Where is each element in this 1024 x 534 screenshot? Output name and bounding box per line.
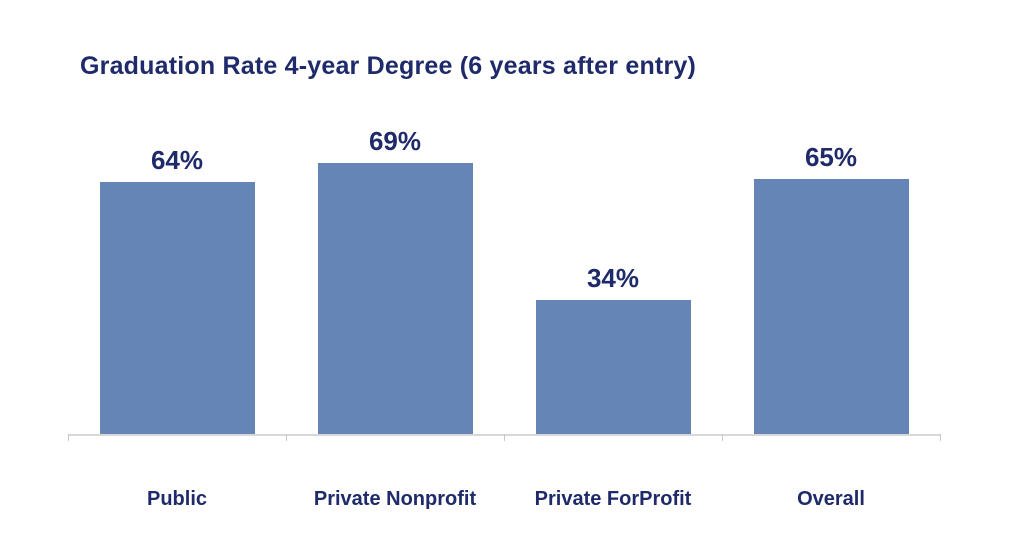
bar-slot: 69%	[286, 94, 504, 434]
x-axis-tick	[940, 434, 941, 441]
bar-overall	[753, 179, 909, 434]
x-axis-tick	[286, 434, 287, 441]
x-tick-label: Private Nonprofit	[313, 488, 477, 510]
x-axis-tick	[68, 434, 69, 441]
x-tick-label: Private ForProfit	[534, 488, 692, 510]
bar-slot: 65%	[722, 94, 940, 434]
chart-title: Graduation Rate 4-year Degree (6 years a…	[80, 52, 696, 80]
bar-slot: 64%	[68, 94, 286, 434]
category-labels: Public Private Nonprofit Private ForProfit…	[68, 487, 940, 511]
bar-public	[99, 182, 255, 434]
x-tick-label: Public	[146, 488, 207, 510]
bar-value-label: 34%	[586, 263, 640, 293]
bar-value-label: 65%	[804, 142, 858, 172]
x-axis-tick	[504, 434, 505, 441]
bars: 64% 69% 34% 65%	[68, 94, 940, 434]
bar-value-label: 64%	[150, 145, 204, 175]
bar-private-nonprofit	[317, 163, 473, 434]
bar-slot: 34%	[504, 94, 722, 434]
bar-private-forprofit	[535, 300, 691, 434]
x-tick-label: Overall	[797, 488, 865, 510]
bar-value-label: 69%	[368, 126, 422, 156]
x-axis-tick	[722, 434, 723, 441]
